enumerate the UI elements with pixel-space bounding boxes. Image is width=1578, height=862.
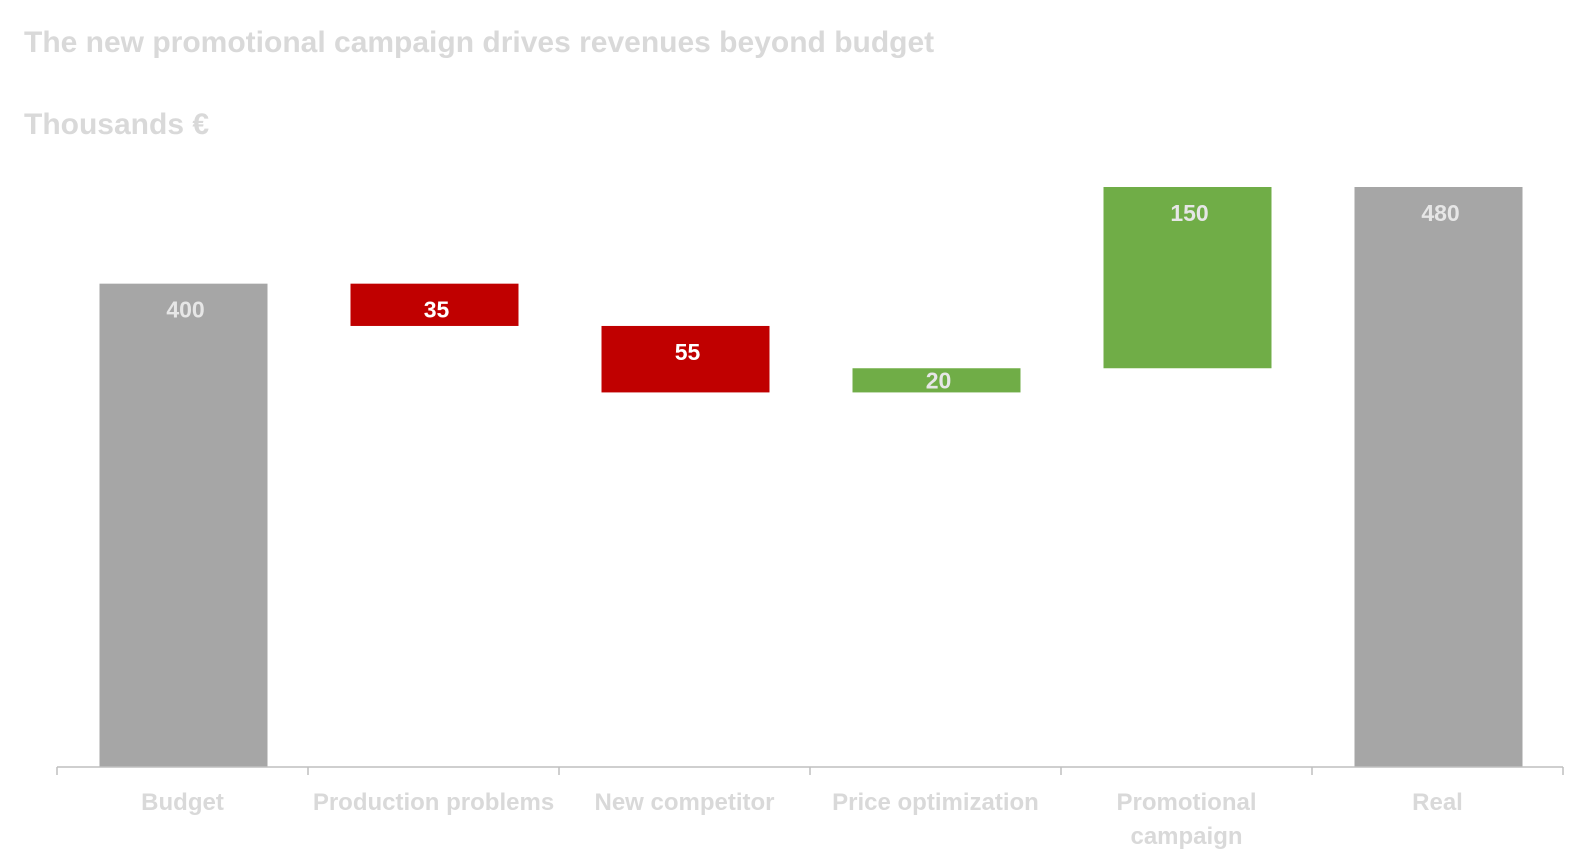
bars-group [99, 187, 1523, 767]
chart-title: The new promotional campaign drives reve… [24, 26, 935, 59]
data-label: 20 [926, 367, 952, 393]
bar-new-competitor [601, 325, 770, 393]
category-label: New competitor [594, 789, 774, 816]
data-label: 400 [166, 297, 204, 323]
bar-production-problems [350, 283, 519, 326]
data-label: 55 [675, 339, 701, 365]
chart-subtitle: Thousands € [24, 108, 210, 141]
bar-price-optimization [852, 368, 1021, 393]
category-label: Real [1412, 789, 1463, 816]
category-label: Production problems [313, 789, 554, 816]
data-label: 35 [424, 297, 450, 323]
data-label: 480 [1421, 200, 1459, 226]
bar-real [1354, 187, 1523, 767]
category-label: Promotional campaign [1116, 789, 1256, 850]
bar-promotional-campaign [1103, 187, 1272, 369]
category-label: Budget [141, 789, 224, 816]
x-axis [56, 766, 1564, 775]
bar-budget [99, 283, 268, 767]
labels-group: 400 Budget 35 Production problems 55 New comp… [141, 200, 1463, 850]
data-label: 150 [1170, 200, 1208, 226]
category-label: Price optimization [832, 789, 1039, 816]
